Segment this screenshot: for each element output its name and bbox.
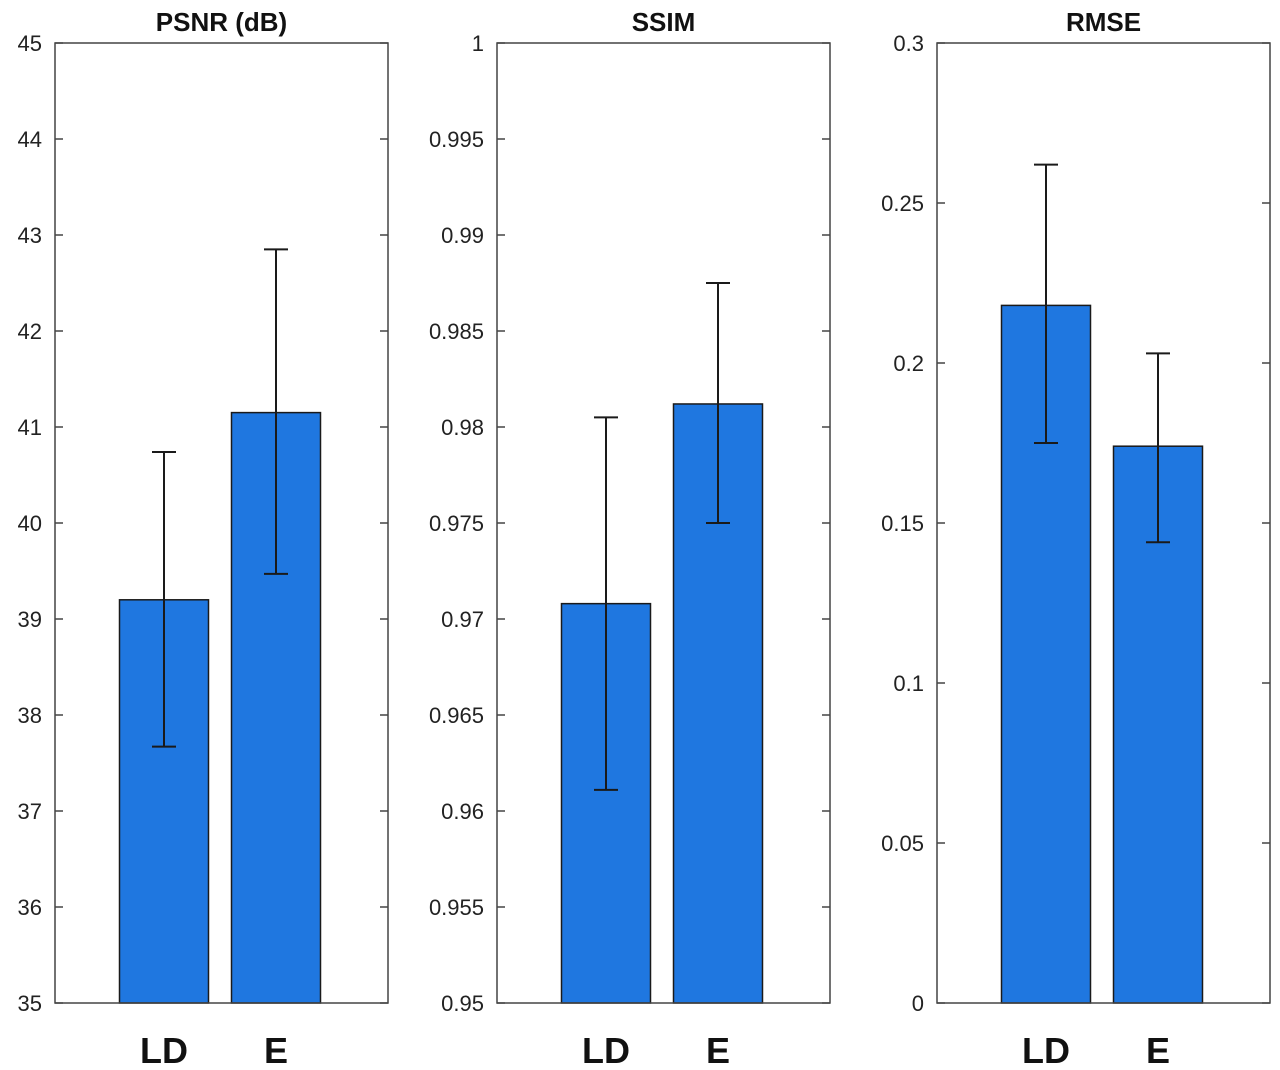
- ytick-label: 0: [912, 991, 924, 1016]
- ytick-label: 0.97: [441, 607, 484, 632]
- ytick-label: 38: [18, 703, 42, 728]
- axes-box: [496, 42, 831, 1004]
- ytick-label: 0.3: [893, 31, 924, 56]
- errorbar-ld: [594, 416, 618, 791]
- ytick-label: 0.985: [429, 319, 484, 344]
- ytick-label: 36: [18, 895, 42, 920]
- ytick-label: 35: [18, 991, 42, 1016]
- ytick-label: 42: [18, 319, 42, 344]
- ytick-label: 0.995: [429, 127, 484, 152]
- xtick-label-ld: LD: [1022, 1030, 1070, 1070]
- ytick-label: 44: [18, 127, 42, 152]
- chart-title: SSIM: [632, 7, 696, 37]
- xtick-label-e: E: [706, 1030, 730, 1070]
- chart-panel-1: 35 36 37 38 39 40 41 42 43 44 45 LD E PSNR (dB): [18, 7, 389, 1070]
- errorbar-e: [264, 248, 288, 575]
- ytick-label: 0.05: [881, 831, 924, 856]
- ytick-label: 0.96: [441, 799, 484, 824]
- ytick-label: 40: [18, 511, 42, 536]
- ytick-label: 0.2: [893, 351, 924, 376]
- chart-panel-3: 0 0.05 0.1 0.15 0.2 0.25 0.3 LD E RMSE: [881, 7, 1271, 1070]
- axes-box: [54, 42, 389, 1004]
- ytick-label: 0.15: [881, 511, 924, 536]
- chart-title: RMSE: [1066, 7, 1141, 37]
- chart-panel-2: 0.95 0.955 0.96 0.965 0.97 0.975 0.98 0.985 0.99…: [429, 7, 831, 1070]
- ytick-label: 37: [18, 799, 42, 824]
- ytick-label: 41: [18, 415, 42, 440]
- ytick-label: 43: [18, 223, 42, 248]
- errorbar-ld: [152, 450, 176, 748]
- ytick-label: 0.1: [893, 671, 924, 696]
- ytick-label: 0.965: [429, 703, 484, 728]
- xtick-label-ld: LD: [140, 1030, 188, 1070]
- axes-box: [936, 42, 1271, 1004]
- errorbar-e: [706, 282, 730, 524]
- ytick-label: 0.975: [429, 511, 484, 536]
- ytick-label: 0.99: [441, 223, 484, 248]
- chart-title: PSNR (dB): [156, 7, 287, 37]
- ytick-label: 0.95: [441, 991, 484, 1016]
- xtick-label-e: E: [1146, 1030, 1170, 1070]
- ytick-label: 0.25: [881, 191, 924, 216]
- ytick-label: 0.98: [441, 415, 484, 440]
- ytick-label: 0.955: [429, 895, 484, 920]
- xtick-label-e: E: [264, 1030, 288, 1070]
- errorbar-ld: [1034, 163, 1058, 444]
- ytick-label: 1: [472, 31, 484, 56]
- xtick-label-ld: LD: [582, 1030, 630, 1070]
- errorbar-e: [1146, 352, 1170, 544]
- ytick-label: 39: [18, 607, 42, 632]
- ytick-label: 45: [18, 31, 42, 56]
